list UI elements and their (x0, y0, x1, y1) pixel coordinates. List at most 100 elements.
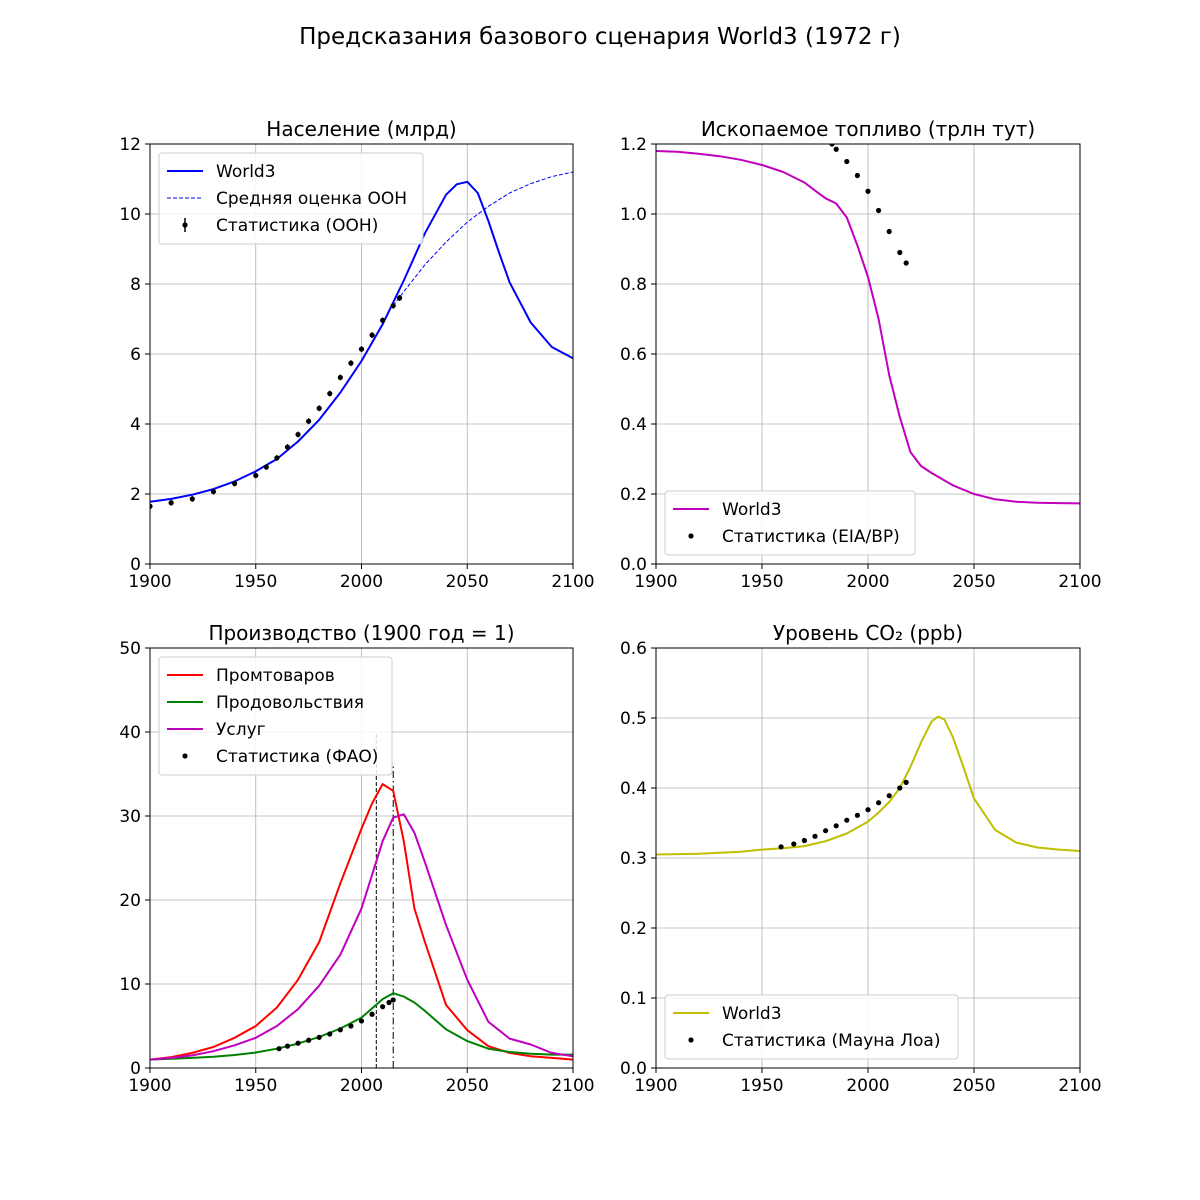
legend: World3 Средняя оценка ООН Статистика (ООН) (158, 152, 424, 245)
data-point (369, 332, 375, 338)
y-tick-label: 2 (130, 485, 141, 505)
chart-title: Производство (1900 год = 1) (208, 621, 514, 645)
legend-box (158, 656, 393, 776)
y-tick-label: 10 (119, 975, 141, 995)
data-point (386, 999, 392, 1006)
y-tick-label: 40 (119, 723, 141, 743)
data-point (876, 800, 882, 806)
legend-marker (182, 222, 188, 228)
x-tick-label: 2100 (551, 572, 594, 592)
data-point (903, 260, 909, 266)
axes-frame (655, 143, 1081, 565)
legend-label: World3 (722, 1004, 782, 1024)
y-tick-label: 1.2 (620, 135, 647, 155)
legend-marker (688, 533, 694, 539)
x-tick-label: 2000 (846, 572, 889, 592)
data-point (903, 779, 909, 786)
data-point (886, 228, 892, 235)
series-line (150, 813, 573, 1061)
data-point (829, 144, 835, 147)
data-point (865, 188, 871, 194)
data-point (232, 480, 238, 487)
data-point (778, 844, 784, 850)
data-point (865, 807, 871, 813)
data-point (316, 405, 322, 411)
data-point (390, 303, 396, 309)
axes-frame (149, 143, 574, 565)
y-tick-label: 0.3 (620, 849, 647, 869)
chart-title: Уровень CO₂ (ppb) (773, 621, 963, 645)
legend-marker (688, 1037, 694, 1043)
x-tick-label: 2100 (1058, 1076, 1101, 1096)
data-point (791, 841, 797, 847)
data-point (284, 444, 291, 450)
data-point (263, 464, 269, 470)
legend-label: Промтоваров (216, 666, 335, 686)
legend-label: Продовольствия (216, 693, 364, 713)
series-line (150, 992, 573, 1061)
data-point (150, 503, 153, 509)
data-point (168, 500, 174, 506)
series-line (150, 783, 573, 1061)
y-tick-label: 0.2 (620, 919, 647, 939)
legend-label: Статистика (EIA/BP) (722, 527, 900, 547)
legend-label: Статистика (ФАО) (216, 747, 378, 767)
x-tick-label: 1950 (740, 1076, 783, 1096)
data-point (276, 1046, 282, 1052)
y-tick-label: 0.1 (620, 989, 647, 1009)
legend-box (664, 490, 916, 556)
y-tick-label: 8 (130, 275, 141, 295)
data-point (844, 158, 850, 165)
data-point (316, 1034, 322, 1040)
data-point (306, 418, 312, 424)
data-point (348, 1023, 354, 1029)
y-tick-label: 4 (130, 415, 141, 435)
x-tick-label: 2050 (952, 1076, 995, 1096)
y-tick-label: 0.2 (620, 485, 647, 505)
data-point (897, 249, 903, 256)
data-point (396, 295, 403, 301)
data-point (876, 207, 882, 214)
legend: World3 Статистика (Мауна Лоа) (664, 994, 959, 1060)
data-point (369, 1011, 375, 1017)
data-point (306, 1037, 312, 1043)
y-tick-label: 30 (119, 807, 141, 827)
series-group (656, 715, 1080, 856)
data-point (253, 472, 259, 479)
data-point (295, 1040, 301, 1046)
data-point (348, 360, 354, 366)
legend-label: Услуг (216, 720, 266, 740)
data-point (189, 496, 195, 502)
x-tick-label: 1950 (234, 572, 277, 592)
legend-label: Статистика (ООН) (216, 216, 378, 236)
data-point (390, 997, 396, 1003)
x-tick-label: 1900 (128, 572, 171, 592)
x-tick-label: 1900 (128, 1076, 171, 1096)
data-point (897, 785, 903, 791)
data-point (337, 374, 343, 381)
y-tick-label: 0.8 (620, 275, 647, 295)
series-group (150, 783, 573, 1061)
x-tick-label: 2100 (1058, 572, 1101, 592)
y-tick-label: 0 (130, 555, 141, 575)
y-tick-label: 0.5 (620, 709, 647, 729)
chart-population: 1900 1950 2000 2050 2100 0 2 4 6 8 10 12 Население (… (119, 117, 594, 592)
y-tick-label: 1.0 (620, 205, 647, 225)
data-point (295, 431, 301, 438)
data-point (833, 146, 839, 152)
x-tick-label: 2050 (446, 1076, 489, 1096)
x-tick-label: 2000 (846, 1076, 889, 1096)
figure-title: Предсказания базового сценария World3 (1… (299, 24, 901, 50)
x-tick-label: 1900 (634, 1076, 677, 1096)
data-point (284, 1043, 291, 1049)
chart-fossil: 1900 1950 2000 2050 2100 0.0 0.2 0.4 0.6 0.8 1.0 1.… (620, 117, 1102, 592)
data-point (854, 172, 861, 179)
y-tick-label: 6 (130, 345, 141, 365)
x-tick-label: 2050 (446, 572, 489, 592)
series-line (150, 180, 573, 503)
data-point (274, 455, 280, 461)
legend-label: World3 (722, 500, 782, 520)
legend-box (158, 152, 424, 245)
legend-label: Статистика (Мауна Лоа) (722, 1031, 940, 1051)
